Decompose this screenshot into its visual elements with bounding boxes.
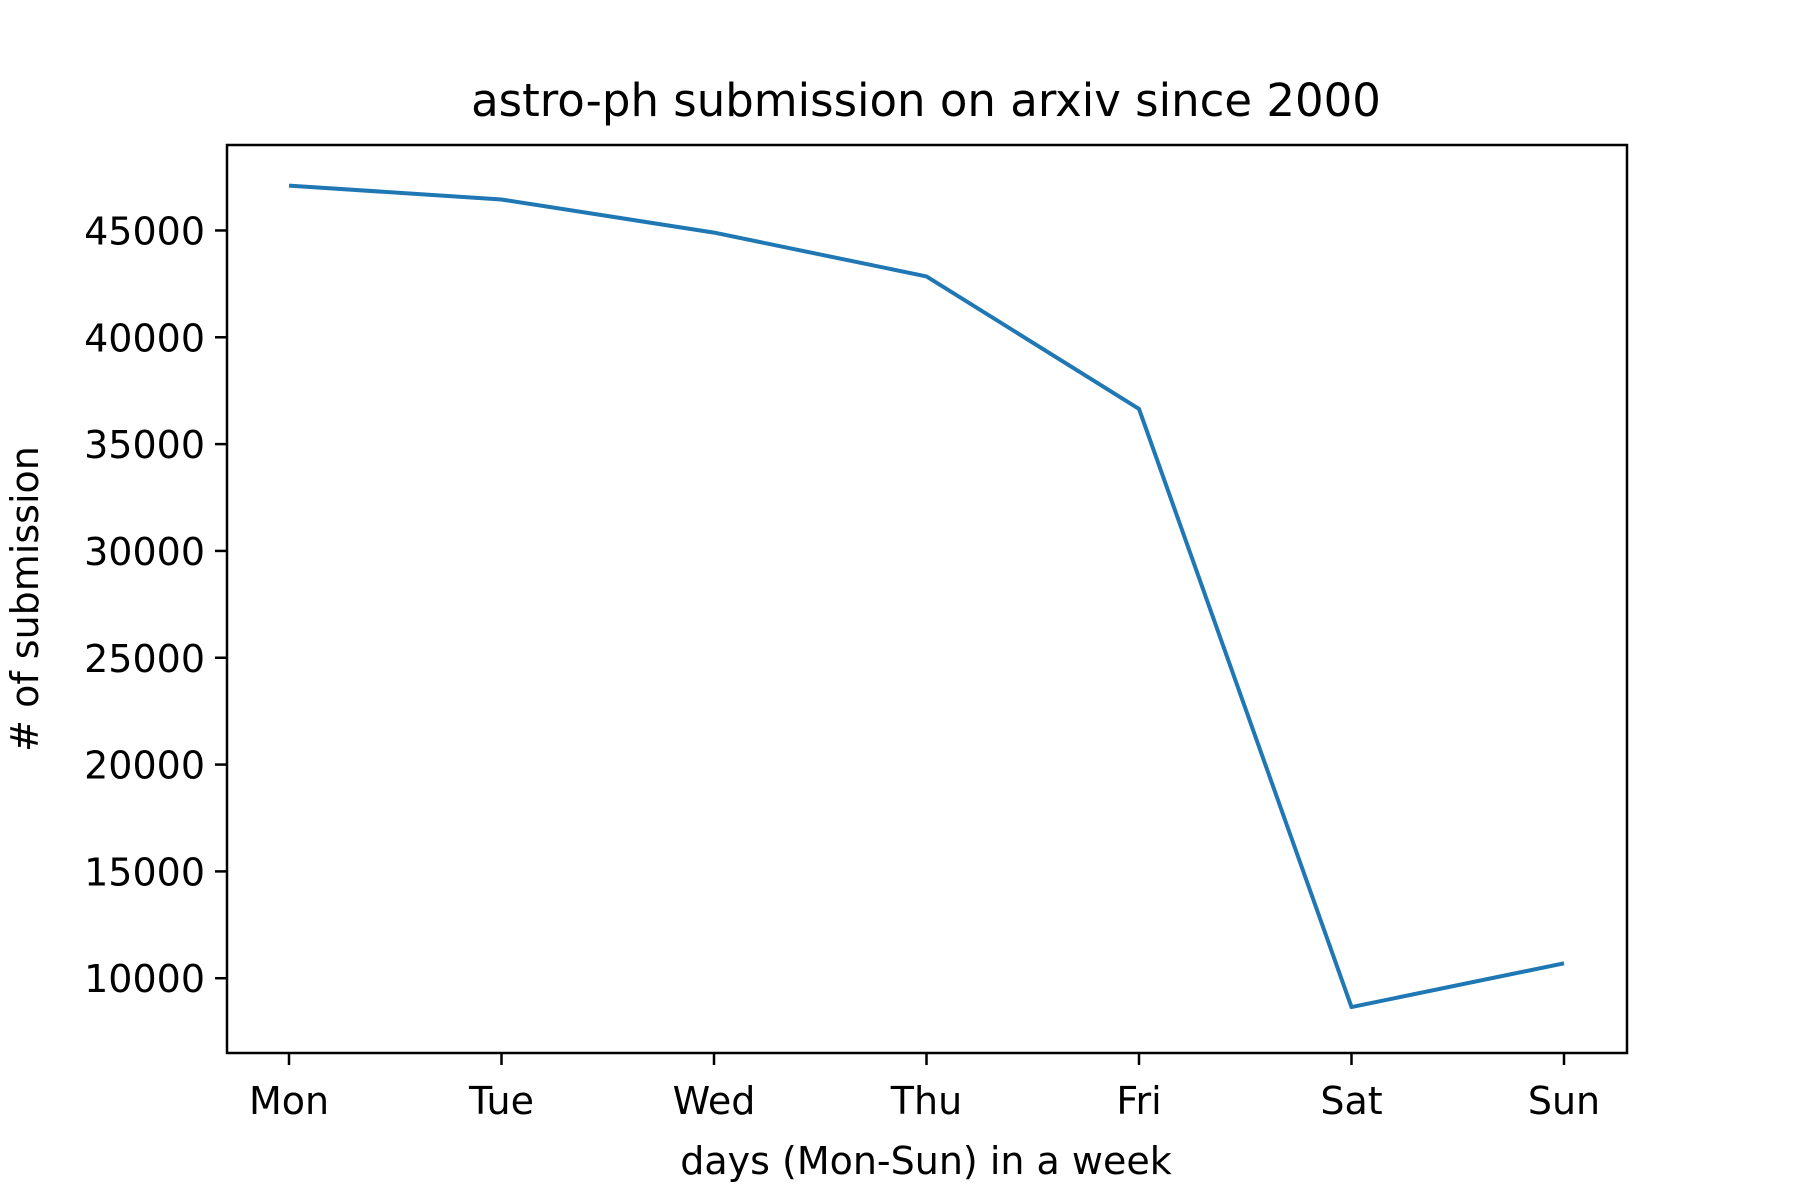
x-axis-label: days (Mon-Sun) in a week — [680, 1139, 1172, 1183]
y-tick-label: 30000 — [84, 530, 205, 574]
x-tick-label: Wed — [673, 1079, 756, 1123]
x-tick-label: Tue — [468, 1079, 534, 1123]
y-tick-label: 40000 — [84, 316, 205, 360]
x-axis: Mon Tue Wed Thu Fri Sat Sun — [249, 1053, 1600, 1123]
y-tick-label: 35000 — [84, 423, 205, 467]
y-tick-label: 10000 — [84, 957, 205, 1001]
y-tick-label: 25000 — [84, 637, 205, 681]
plot-area — [288, 183, 1565, 1010]
chart-title: astro-ph submission on arxiv since 2000 — [471, 74, 1381, 127]
x-tick-label: Sat — [1320, 1079, 1382, 1123]
x-tick-label: Mon — [249, 1079, 329, 1123]
y-tick-label: 20000 — [84, 744, 205, 788]
x-tick-label: Fri — [1116, 1079, 1161, 1123]
y-tick-label: 45000 — [84, 209, 205, 253]
x-tick-label: Sun — [1528, 1079, 1600, 1123]
y-axis-label: # of submission — [3, 446, 47, 752]
y-tick-label: 15000 — [84, 850, 205, 894]
x-tick-label: Thu — [890, 1079, 962, 1123]
y-axis: 10000 15000 20000 25000 30000 35000 40000 45000 — [84, 209, 227, 1001]
